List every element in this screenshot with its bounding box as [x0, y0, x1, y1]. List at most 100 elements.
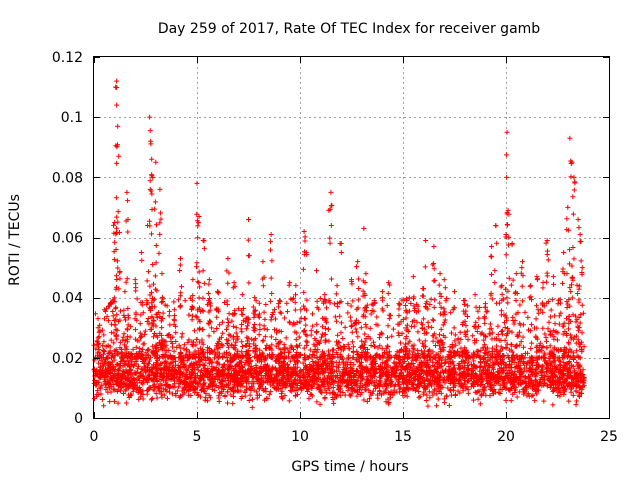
data-point — [548, 368, 554, 374]
data-point — [257, 322, 263, 328]
data-point — [306, 396, 312, 402]
data-point — [353, 326, 359, 332]
data-point — [343, 362, 349, 368]
data-point — [322, 331, 328, 337]
data-point — [525, 391, 531, 397]
data-point — [152, 199, 158, 205]
data-point — [342, 392, 348, 398]
data-point — [160, 386, 166, 392]
data-point — [534, 391, 540, 397]
data-point — [308, 332, 314, 338]
data-point — [310, 311, 316, 317]
data-point — [580, 367, 586, 373]
data-point — [117, 308, 123, 314]
data-point — [368, 342, 374, 348]
data-point — [373, 383, 379, 389]
data-point — [487, 363, 493, 369]
data-point — [326, 348, 332, 354]
data-point — [239, 339, 245, 345]
data-point — [345, 301, 351, 307]
data-point — [462, 329, 468, 335]
data-point — [133, 288, 139, 294]
data-point — [203, 395, 209, 401]
data-point — [136, 377, 142, 383]
data-point — [176, 381, 182, 387]
data-point — [176, 384, 182, 390]
data-point — [465, 367, 471, 373]
data-point — [243, 326, 249, 332]
data-point — [302, 316, 308, 322]
data-point — [478, 331, 484, 337]
data-point — [318, 389, 324, 395]
data-point — [174, 378, 180, 384]
data-point — [366, 387, 372, 393]
data-point — [542, 331, 548, 337]
data-point — [260, 338, 266, 344]
data-point — [517, 362, 523, 368]
data-point — [552, 313, 558, 319]
data-point — [288, 375, 294, 381]
data-point — [384, 385, 390, 391]
data-point — [321, 361, 327, 367]
data-point — [244, 323, 250, 329]
data-point — [540, 367, 546, 373]
data-point — [507, 364, 513, 370]
data-point — [430, 317, 436, 323]
data-point — [181, 342, 187, 348]
data-point — [379, 295, 385, 301]
data-point — [145, 346, 151, 352]
data-point — [496, 300, 502, 306]
data-point — [251, 381, 257, 387]
data-point — [173, 330, 179, 336]
data-point — [106, 385, 112, 391]
data-point — [292, 307, 298, 313]
data-point — [120, 390, 126, 396]
data-point — [251, 387, 257, 393]
data-point — [388, 389, 394, 395]
data-point — [141, 341, 147, 347]
data-point — [137, 330, 143, 336]
data-point — [123, 279, 129, 285]
data-point — [466, 372, 472, 378]
data-point — [497, 365, 503, 371]
data-point — [180, 365, 186, 371]
data-point — [436, 332, 442, 338]
data-point — [188, 386, 194, 392]
data-point — [478, 393, 484, 399]
data-point — [113, 195, 119, 201]
data-point — [451, 325, 457, 331]
data-point — [396, 313, 402, 319]
data-point — [504, 371, 510, 377]
data-point — [182, 384, 188, 390]
data-point — [442, 375, 448, 381]
data-point — [214, 326, 220, 332]
data-point — [425, 319, 431, 325]
data-point — [498, 360, 504, 366]
data-point — [504, 295, 510, 301]
data-point — [149, 191, 155, 197]
data-point — [195, 223, 201, 229]
data-point — [231, 368, 237, 374]
data-point — [410, 361, 416, 367]
data-point — [142, 364, 148, 370]
data-point — [427, 395, 433, 401]
data-point — [359, 338, 365, 344]
data-point — [123, 359, 129, 365]
data-point — [191, 328, 197, 334]
data-point — [489, 244, 495, 250]
data-point — [234, 333, 240, 339]
data-point — [242, 393, 248, 399]
data-point — [205, 375, 211, 381]
data-point — [513, 271, 519, 277]
data-point — [490, 345, 496, 351]
data-point — [164, 388, 170, 394]
data-point — [107, 399, 113, 405]
data-point — [463, 323, 469, 329]
data-point — [430, 317, 436, 323]
data-point — [206, 281, 212, 287]
data-point — [423, 238, 429, 244]
data-point — [301, 345, 307, 351]
data-point — [314, 298, 320, 304]
data-point — [510, 314, 516, 320]
data-point — [168, 360, 174, 366]
